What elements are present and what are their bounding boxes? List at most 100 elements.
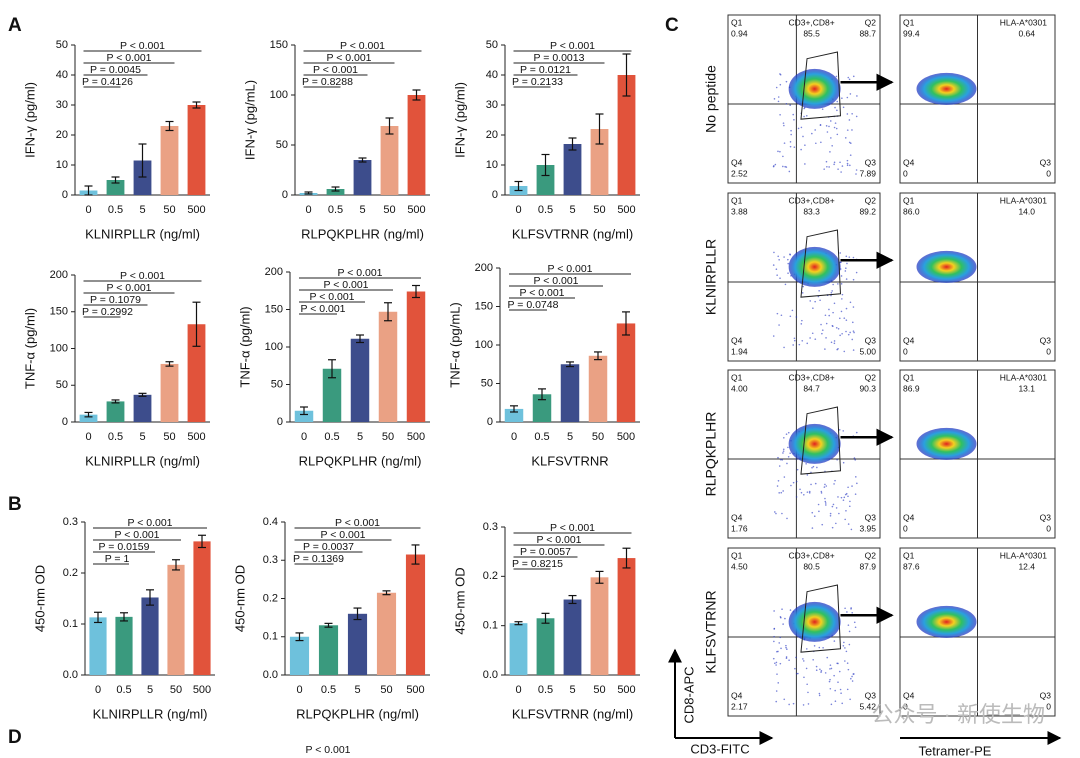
p-value-label: P = 0.1369 <box>293 553 344 565</box>
error-bar <box>514 180 523 192</box>
event-dot <box>786 517 788 520</box>
event-dot <box>829 120 832 122</box>
event-dot <box>812 307 814 309</box>
event-dot <box>848 505 851 508</box>
event-dot <box>772 264 775 266</box>
event-dot <box>809 337 811 339</box>
event-dot <box>789 452 791 454</box>
x-tick-label: 0 <box>85 204 91 216</box>
event-dot <box>837 283 839 285</box>
bar <box>617 75 636 195</box>
y-axis-title: IFN-γ (pg/ml) <box>22 82 37 158</box>
y-tick-label: 50 <box>271 378 283 390</box>
p-value-label: P < 0.001 <box>326 52 371 64</box>
event-dot <box>829 151 831 153</box>
event-dot <box>825 322 828 325</box>
y-tick-label: 100 <box>50 342 68 354</box>
error-bar <box>328 359 336 379</box>
p-value-label: P < 0.001 <box>320 529 365 541</box>
event-dot <box>832 311 834 314</box>
event-dot <box>796 468 799 471</box>
y-axis-title: IFN-γ (pg/mL) <box>242 80 257 160</box>
bar <box>294 410 314 422</box>
event-dot <box>845 267 847 270</box>
event-dot <box>782 450 785 452</box>
quadrant-label: Q1 <box>731 195 743 205</box>
p-value-label: P < 0.001 <box>313 64 358 76</box>
event-dot <box>845 307 848 310</box>
x-tick-label: 500 <box>406 684 424 696</box>
error-bar <box>120 612 128 622</box>
p-value-label: P < 0.001 <box>533 275 578 287</box>
y-tick-label: 0.2 <box>63 567 78 579</box>
event-dot <box>781 459 784 461</box>
event-dot <box>820 323 822 326</box>
event-dot <box>839 317 841 320</box>
event-dot <box>780 647 782 650</box>
event-dot <box>811 511 814 514</box>
error-bar <box>165 361 174 367</box>
quadrant-label: 2.52 <box>731 168 748 178</box>
event-dot <box>852 75 855 78</box>
error-bar <box>94 611 102 624</box>
error-bar <box>111 176 120 184</box>
error-bar <box>411 544 420 565</box>
density-blob <box>788 601 841 642</box>
event-dot <box>845 650 848 653</box>
event-dot <box>842 430 845 432</box>
event-dot <box>823 168 825 170</box>
event-dot <box>839 161 841 164</box>
event-dot <box>775 86 778 89</box>
event-dot <box>834 122 837 124</box>
event-dot <box>788 659 790 662</box>
event-dot <box>841 293 844 296</box>
x-tick-label: 500 <box>187 431 205 443</box>
event-dot <box>793 337 796 340</box>
event-dot <box>843 350 846 353</box>
event-dot <box>820 141 822 144</box>
event-dot <box>828 125 830 128</box>
event-dot <box>844 660 846 662</box>
error-bar <box>304 191 313 195</box>
y-tick-label: 50 <box>56 39 68 51</box>
bar <box>289 636 310 675</box>
error-bar <box>324 622 333 628</box>
y-tick-label: 0 <box>277 416 283 428</box>
event-dot <box>806 342 809 345</box>
event-dot <box>852 256 855 259</box>
event-dot <box>782 452 784 454</box>
flow-x-title: Tetramer-PE <box>919 743 992 758</box>
event-dot <box>821 523 824 526</box>
y-tick-label: 0 <box>62 416 68 428</box>
p-value-label: P < 0.001 <box>120 40 165 52</box>
event-dot <box>847 495 849 498</box>
event-dot <box>824 348 826 350</box>
y-axis-title: TNF-α (pg/ml) <box>237 306 252 387</box>
y-tick-label: 150 <box>265 303 283 315</box>
quadrant-label: 83.3 <box>803 206 820 216</box>
event-dot <box>829 512 832 515</box>
event-dot <box>847 624 850 626</box>
event-dot <box>830 294 832 297</box>
bar <box>106 180 125 195</box>
x-tick-label: 0 <box>85 431 91 443</box>
event-dot <box>793 146 796 148</box>
event-dot <box>833 126 836 129</box>
event-dot <box>782 122 785 124</box>
event-dot <box>846 262 848 265</box>
event-dot <box>805 648 808 650</box>
gate <box>800 51 842 120</box>
x-tick-label: 500 <box>617 684 635 696</box>
quadrant-label: 99.4 <box>903 28 920 38</box>
y-tick-label: 150 <box>475 300 493 312</box>
quadrant-label: HLA-A*0301 <box>1000 17 1048 27</box>
event-dot <box>848 119 851 121</box>
density-blob <box>788 423 841 464</box>
event-dot <box>836 348 838 351</box>
event-dot <box>850 677 852 680</box>
event-dot <box>797 672 799 675</box>
gate <box>800 584 842 653</box>
event-dot <box>852 349 855 351</box>
event-dot <box>784 617 786 620</box>
